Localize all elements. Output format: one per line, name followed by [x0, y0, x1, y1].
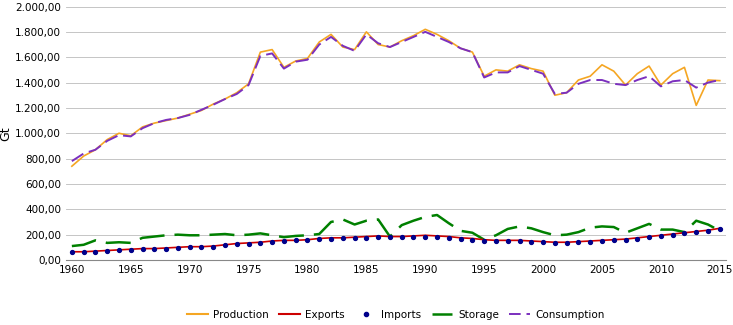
Y-axis label: Gt: Gt	[0, 126, 12, 140]
Legend: Production, Exports, Imports, Storage, Consumption: Production, Exports, Imports, Storage, C…	[183, 306, 609, 324]
